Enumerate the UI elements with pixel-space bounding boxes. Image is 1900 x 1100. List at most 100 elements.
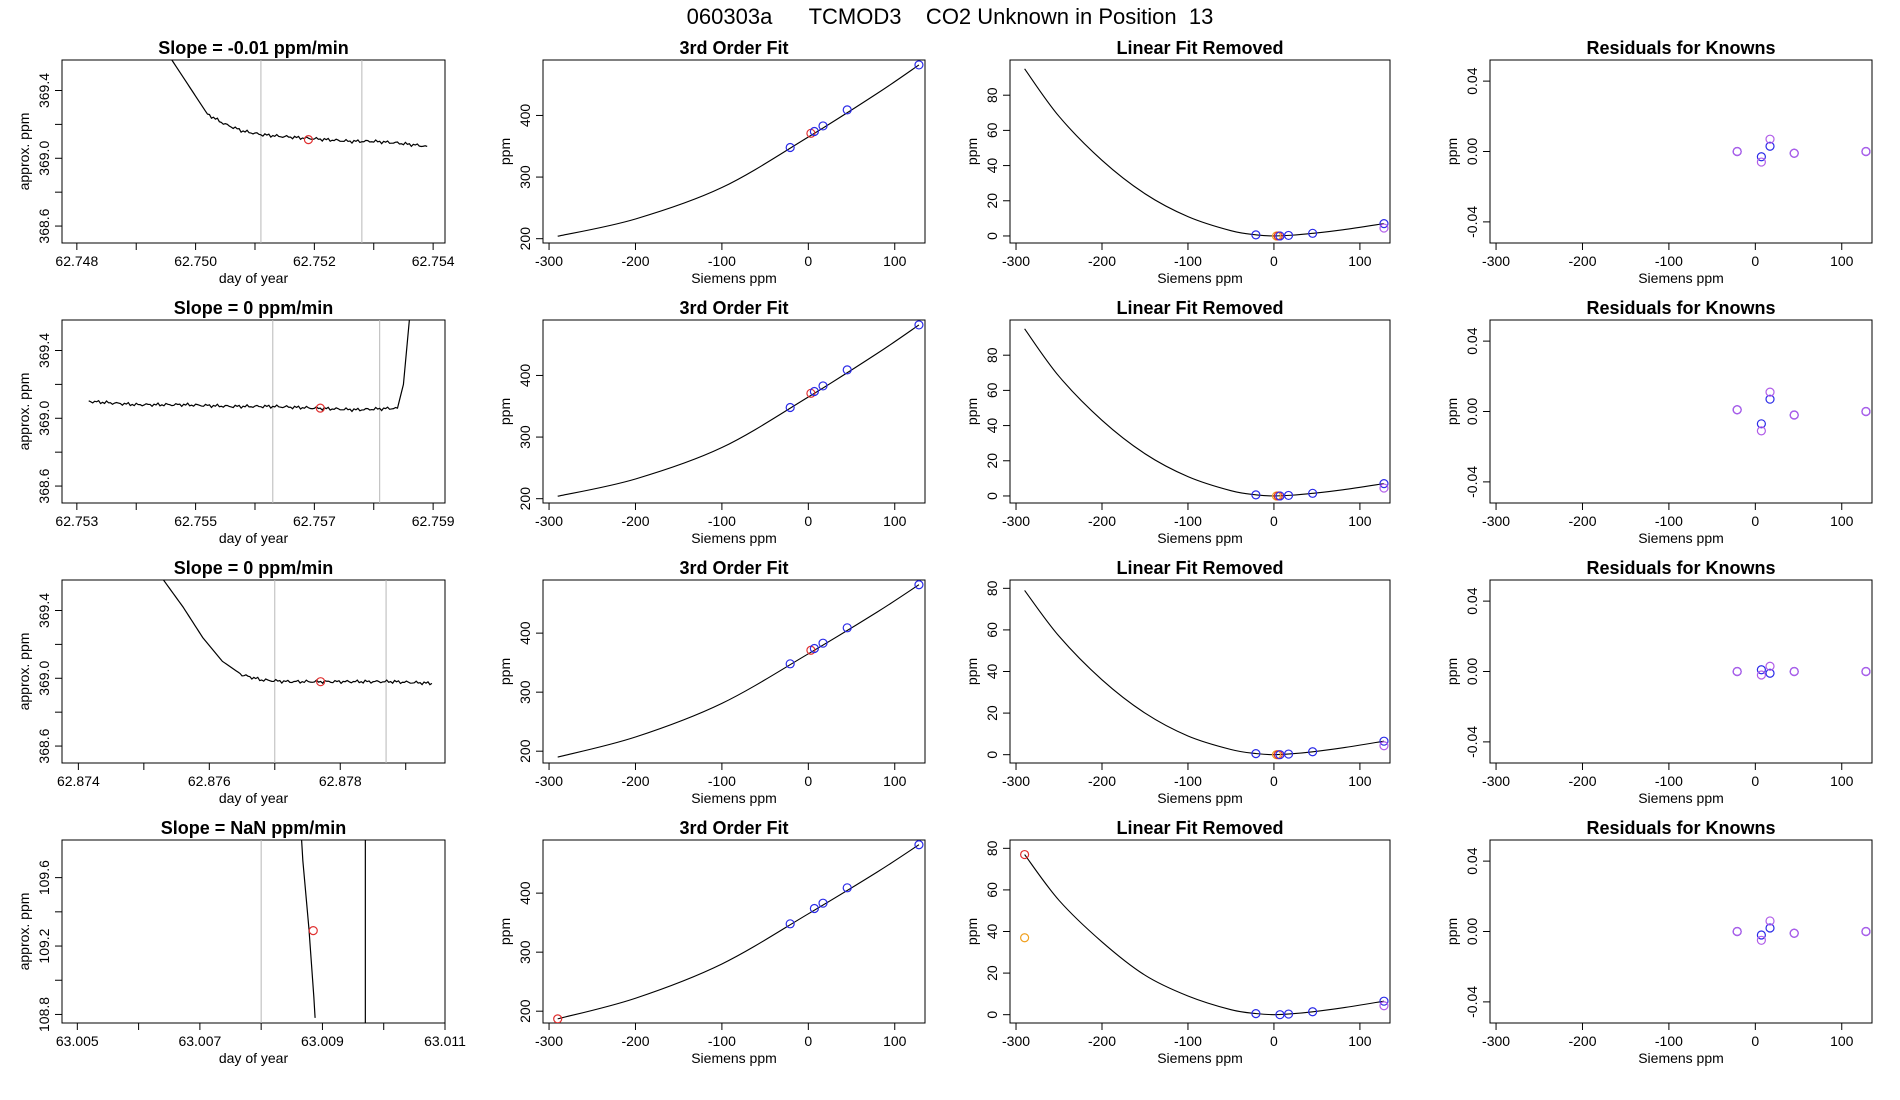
y-tick-label: 60 (984, 882, 1000, 898)
data-point-blue (785, 402, 795, 413)
plot-area (557, 320, 924, 497)
data-point-blue (1379, 219, 1389, 229)
x-axis-label: Siemens ppm (1157, 1050, 1243, 1066)
plot-area (1732, 661, 1871, 680)
data-point-orange (1020, 933, 1030, 943)
y-tick-label: 0.04 (1464, 67, 1480, 94)
plot-frame (1489, 319, 1873, 504)
x-tick-label: 0 (1270, 773, 1278, 789)
panel-title: Residuals for Knowns (1586, 38, 1775, 58)
data-point-violet (1765, 387, 1775, 397)
plot-area (88, 320, 410, 503)
plot-frame (1489, 59, 1873, 244)
panel-title: 3rd Order Fit (679, 558, 788, 578)
x-tick-label: -300 (1002, 1033, 1030, 1049)
x-axis-label: day of year (219, 790, 289, 806)
x-tick-label: 62.754 (412, 253, 455, 269)
plot-area (1024, 590, 1389, 760)
x-axis-label: day of year (219, 270, 289, 286)
y-axis-label: ppm (497, 918, 513, 945)
plot-frame (542, 59, 926, 244)
unknown-marker (316, 677, 326, 687)
x-tick-label: 100 (1830, 773, 1854, 789)
y-tick-label: 369.4 (36, 73, 52, 108)
x-axis-label: Siemens ppm (1157, 790, 1243, 806)
y-tick-label: 40 (984, 158, 1000, 174)
panel-linear-row-4: Linear Fit Removed -300 -200 -100 0 100 0 20 40 6… (964, 818, 1391, 1066)
data-point-blue (1756, 930, 1766, 940)
y-axis-label: ppm (964, 658, 980, 685)
x-tick-label: -300 (1482, 1033, 1510, 1049)
x-tick-label: 100 (1348, 1033, 1372, 1049)
y-tick-label: 0 (984, 751, 1000, 759)
data-point-blue (1756, 419, 1766, 429)
plot-frame (1009, 579, 1391, 764)
x-tick-label: -300 (1002, 513, 1030, 529)
y-tick-label: 0.00 (1464, 138, 1480, 165)
x-axis-label: Siemens ppm (691, 530, 777, 546)
y-axis-label: ppm (964, 918, 980, 945)
plot-area (162, 580, 433, 763)
trace-line (171, 60, 428, 148)
data-point-blue (809, 643, 819, 654)
data-point-blue (842, 105, 852, 115)
unknown-marker (303, 135, 314, 145)
figure-title: 060303a TCMOD3 CO2 Unknown in Position 1… (686, 4, 1214, 29)
data-point-blue (842, 883, 852, 893)
x-tick-label: 0 (1270, 513, 1278, 529)
y-tick-label: 20 (984, 965, 1000, 981)
y-tick-label: 200 (517, 227, 533, 251)
y-tick-label: 80 (984, 580, 1000, 596)
plot-area (1732, 916, 1871, 945)
y-axis-label: ppm (1444, 918, 1460, 945)
fit-curve (1024, 328, 1385, 497)
x-tick-label: 100 (1348, 773, 1372, 789)
panel-title: 3rd Order Fit (679, 38, 788, 58)
data-point-blue (1765, 394, 1775, 404)
x-tick-label: -300 (1002, 773, 1030, 789)
y-tick-label: 369.4 (36, 333, 52, 368)
panel-trace-row-2: Slope = 0 ppm/min 62.753 62.755 62.757 62.75… (16, 298, 455, 546)
data-point-blue (1379, 479, 1389, 489)
panel-title: Linear Fit Removed (1116, 818, 1283, 838)
x-tick-label: 100 (1348, 253, 1372, 269)
x-tick-label: 100 (883, 513, 907, 529)
x-axis-label: Siemens ppm (1157, 270, 1243, 286)
y-tick-label: 40 (984, 924, 1000, 940)
fit-curve (557, 324, 920, 497)
x-axis-label: Siemens ppm (1157, 530, 1243, 546)
x-tick-label: 0 (1751, 773, 1759, 789)
data-point-red (1020, 849, 1030, 860)
plot-frame (61, 579, 446, 764)
plot-frame (61, 59, 446, 244)
y-tick-label: 109.2 (36, 928, 52, 963)
x-tick-label: -200 (621, 773, 649, 789)
plot-frame (1489, 579, 1873, 764)
data-point-blue (1275, 750, 1285, 760)
plot-area (171, 60, 428, 243)
data-point-violet (1732, 405, 1742, 415)
x-tick-label: 62.759 (412, 513, 455, 529)
plot-frame (61, 319, 446, 504)
data-point-blue (1251, 490, 1261, 500)
panel-residuals-row-4: Residuals for Knowns -300 -200 -100 0 100 -0.0… (1444, 818, 1873, 1066)
plot-area (553, 840, 924, 1023)
x-tick-label: -200 (1568, 1033, 1596, 1049)
x-tick-label: 100 (1830, 1033, 1854, 1049)
y-tick-label: 0.00 (1464, 658, 1480, 685)
x-tick-label: 62.876 (188, 773, 231, 789)
x-tick-label: -300 (535, 513, 563, 529)
panel-trace-row-1: Slope = -0.01 ppm/min 62.748 62.750 62.752 6… (16, 38, 455, 286)
data-point-blue (1765, 923, 1775, 933)
plot-area (557, 580, 924, 758)
data-point-blue (818, 638, 828, 648)
y-tick-label: 200 (517, 487, 533, 511)
data-point-blue (1275, 231, 1285, 241)
y-tick-label: 20 (984, 193, 1000, 209)
data-point-violet (1861, 406, 1871, 417)
data-point-blue (914, 580, 924, 590)
x-tick-label: -300 (535, 773, 563, 789)
data-point-blue (842, 365, 852, 375)
panel-fit-row-1: 3rd Order Fit -300 -200 -100 0 100 200 300 400 Si… (497, 38, 926, 286)
